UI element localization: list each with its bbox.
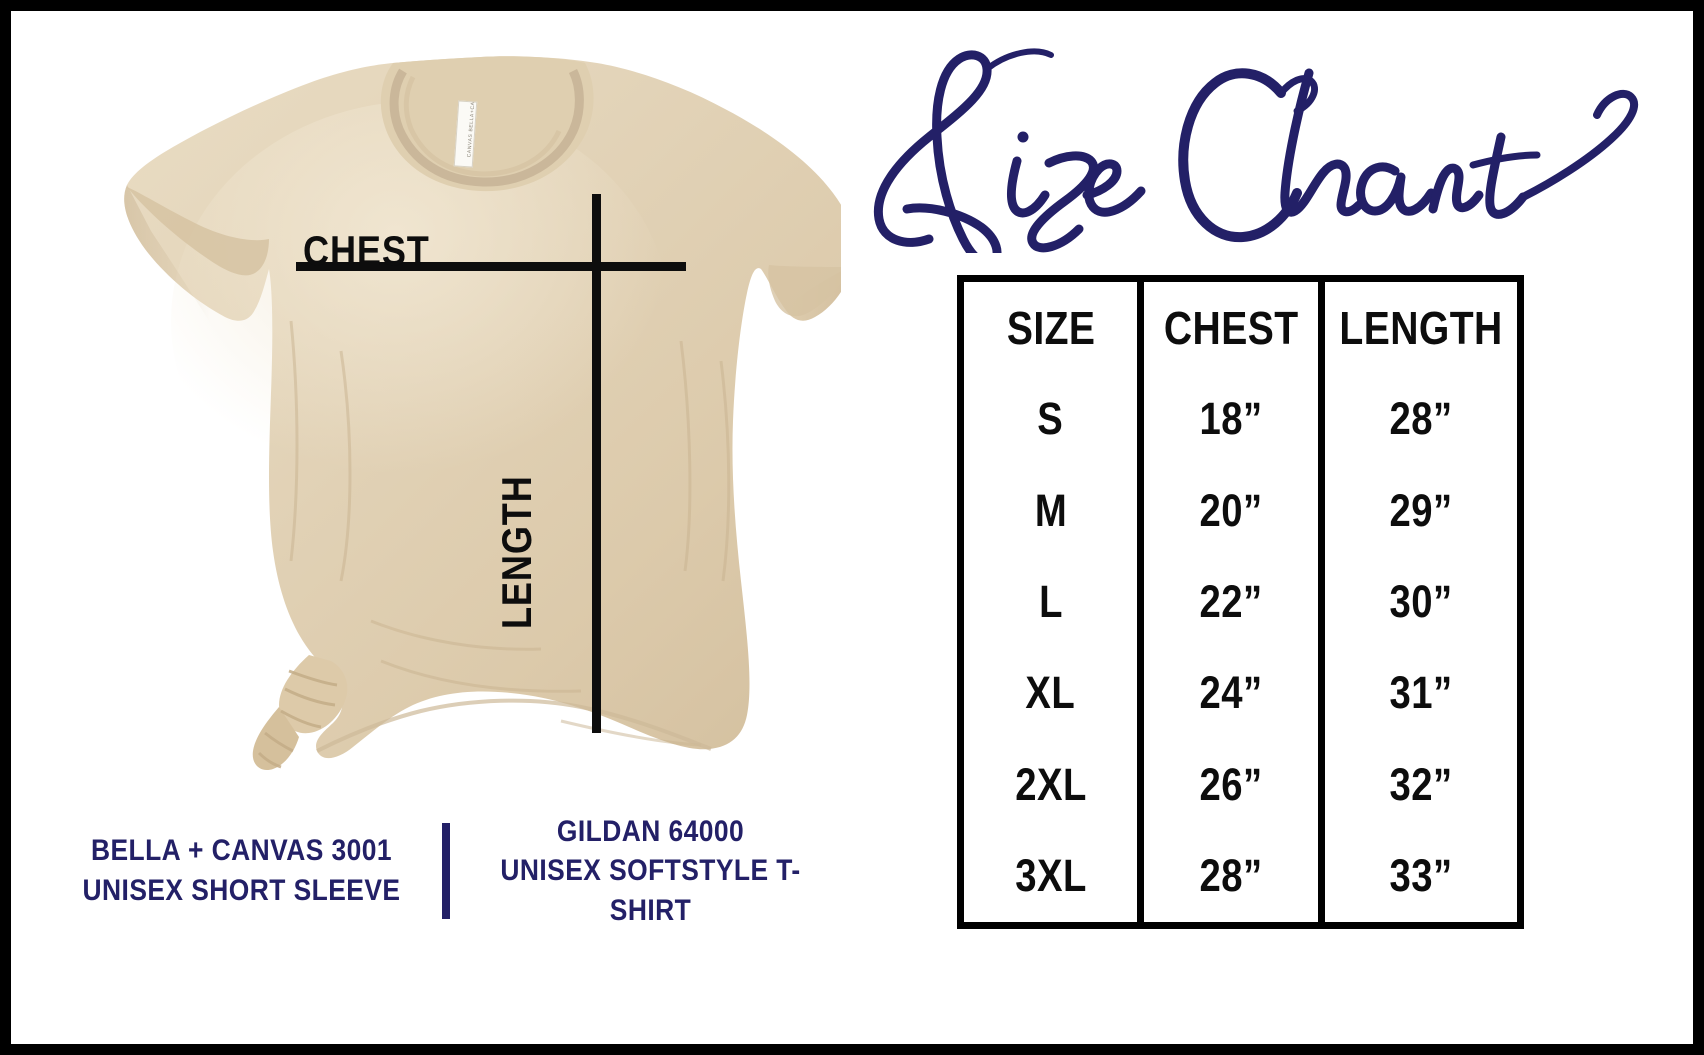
table-row: 3XL xyxy=(1015,850,1087,902)
table-row: 22” xyxy=(1199,575,1263,627)
table-row: 29” xyxy=(1389,484,1453,536)
brand-bella-canvas: BELLA + CANVAS 3001 UNISEX SHORT SLEEVE xyxy=(41,831,442,910)
length-measure-line xyxy=(592,194,601,733)
table-row: XL xyxy=(1025,667,1076,719)
column-chest: CHEST 18” 20” 22” 24” 26” 28” xyxy=(1137,282,1317,922)
chest-measure-line xyxy=(296,262,686,271)
header-chest: CHEST xyxy=(1163,301,1299,354)
brand-strip: BELLA + CANVAS 3001 UNISEX SHORT SLEEVE … xyxy=(41,811,851,931)
table-row: 31” xyxy=(1389,667,1453,719)
table-row: 20” xyxy=(1199,484,1263,536)
table-row: 24” xyxy=(1199,667,1263,719)
header-length: LENGTH xyxy=(1339,301,1503,354)
table-row: 2XL xyxy=(1015,758,1087,810)
brand-gildan-subtitle: UNISEX SOFTSTYLE T-SHIRT xyxy=(500,854,801,927)
table-row: 30” xyxy=(1389,575,1453,627)
table-row: 28” xyxy=(1389,393,1453,445)
white-card: CANVAS BELLA+CANVAS CHEST LENGTH BELLA +… xyxy=(11,11,1693,1044)
page-title xyxy=(811,33,1671,268)
brand-divider xyxy=(442,823,450,919)
table-row: L xyxy=(1038,575,1063,627)
table-row: 26” xyxy=(1199,758,1263,810)
table-row: 33” xyxy=(1389,850,1453,902)
column-length: LENGTH 28” 29” 30” 31” 32” 33” xyxy=(1317,282,1517,922)
column-size: SIZE S M L XL 2XL 3XL xyxy=(964,282,1137,922)
brand-bella-canvas-name: BELLA + CANVAS 3001 xyxy=(90,834,393,868)
brand-gildan: GILDAN 64000 UNISEX SOFTSTYLE T-SHIRT xyxy=(450,812,851,931)
tshirt-photo: CANVAS BELLA+CANVAS CHEST LENGTH xyxy=(41,21,841,811)
length-label: LENGTH xyxy=(493,475,540,629)
table-row: 28” xyxy=(1199,850,1263,902)
table-row: S xyxy=(1037,393,1064,445)
table-row: M xyxy=(1034,484,1067,536)
chest-label: CHEST xyxy=(303,227,430,274)
header-size: SIZE xyxy=(1006,301,1096,354)
tshirt-illustration xyxy=(124,56,841,771)
table-row: 32” xyxy=(1389,758,1453,810)
brand-bella-canvas-subtitle: UNISEX SHORT SLEEVE xyxy=(82,874,401,907)
table-row: 18” xyxy=(1199,393,1263,445)
size-table: SIZE S M L XL 2XL 3XL CHEST 18” 20” 22” … xyxy=(957,275,1524,929)
brand-gildan-name: GILDAN 64000 xyxy=(556,814,745,848)
page-title-script xyxy=(873,48,1639,268)
